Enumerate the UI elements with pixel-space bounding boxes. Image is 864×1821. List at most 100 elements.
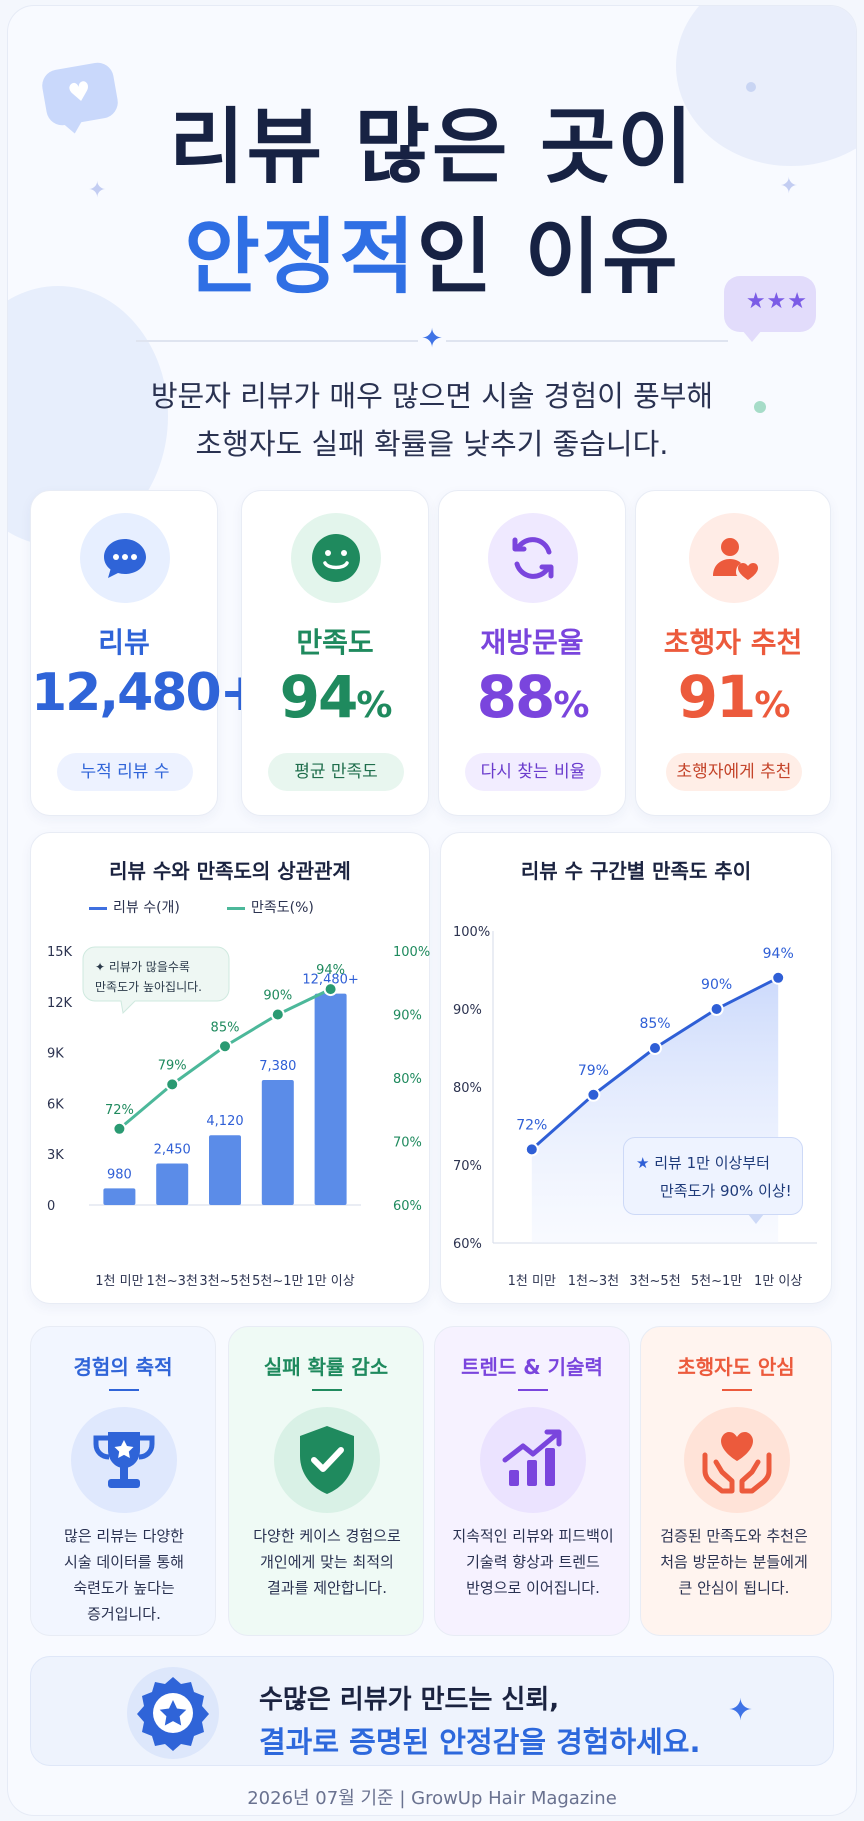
banner-line1: 수많은 리뷰가 만드는 신뢰, xyxy=(259,1685,560,1715)
x-tick-label: 3천~5천 xyxy=(199,1274,250,1289)
x-tick-label: 1천 미만 xyxy=(508,1274,556,1289)
annotation-line2: 만족도가 높아집니다. xyxy=(95,980,202,994)
info-text-line: 검증된 만족도와 추천은 xyxy=(660,1527,808,1545)
stat-number: 94 xyxy=(279,663,359,731)
sparkle-icon: ✦ xyxy=(779,174,798,199)
y-tick-left-label: 12K xyxy=(47,996,73,1011)
rating-stars-icon: ★★★ xyxy=(745,289,808,314)
info-text-line: 증거입니다. xyxy=(87,1605,161,1623)
line-value-label: 85% xyxy=(211,1020,240,1035)
y-tick-left-label: 9K xyxy=(47,1047,64,1062)
stat-card-recommend: 초행자 추천 91% 초행자에게 추천 xyxy=(635,490,831,816)
title-underline xyxy=(722,1389,752,1391)
sparkle-icon: ✦ xyxy=(418,324,446,354)
star-badge-icon xyxy=(127,1667,219,1759)
subtitle-line1: 방문자 리뷰가 매우 많으면 시술 경험이 풍부해 xyxy=(150,379,714,413)
title-underline xyxy=(109,1389,139,1391)
x-tick-label: 1만 이상 xyxy=(754,1274,802,1289)
smile-icon xyxy=(291,513,381,603)
stat-card-revisit: 재방문율 88% 다시 찾는 비율 xyxy=(438,490,626,816)
y-tick-label: 100% xyxy=(453,925,490,940)
banner-line2: 결과로 증명된 안정감을 경험하세요. xyxy=(259,1725,701,1759)
page-title-line1: 리뷰 많은 곳이 xyxy=(169,100,695,195)
title-highlight: 안정적 xyxy=(184,210,417,305)
closing-banner: 수많은 리뷰가 만드는 신뢰, 결과로 증명된 안정감을 경험하세요. ✦ xyxy=(30,1656,834,1766)
trend-point xyxy=(586,1087,601,1102)
info-text-line: 결과를 제안합니다. xyxy=(267,1579,387,1597)
page-title-line2: 안정적인 이유 xyxy=(0,190,864,309)
bar-value-label: 2,450 xyxy=(154,1143,191,1158)
bar-value-label: 7,380 xyxy=(259,1059,296,1074)
info-title: 트렌드 & 기술력 xyxy=(461,1355,603,1379)
y-tick-left-label: 3K xyxy=(47,1148,64,1163)
info-text-line: 처음 방문하는 분들에게 xyxy=(660,1553,808,1571)
line-value-label: 79% xyxy=(158,1058,187,1073)
info-text: 많은 리뷰는 다양한 시술 데이터를 통해 숙련도가 높다는 증거입니다. xyxy=(39,1523,209,1627)
sparkle-icon: ✦ xyxy=(727,1693,753,1728)
x-tick-label: 5천~1만 xyxy=(691,1274,742,1289)
stat-number: 12,480+ xyxy=(31,663,263,723)
decorative-dot xyxy=(754,401,766,413)
stat-number: 91 xyxy=(677,663,757,731)
annotation-line1: ✦ 리뷰가 많을수록 xyxy=(95,960,190,974)
stat-pill: 누적 리뷰 수 xyxy=(57,753,193,791)
subtitle: 방문자 리뷰가 매우 많으면 시술 경험이 풍부해 초행자도 실패 확률을 낮추… xyxy=(0,372,864,468)
trend-value-label: 94% xyxy=(763,946,794,962)
trend-point xyxy=(709,1002,724,1016)
info-title: 초행자도 안심 xyxy=(677,1355,795,1379)
satisfaction-line xyxy=(118,987,332,1130)
line-point xyxy=(270,1007,285,1022)
y-tick-left-label: 6K xyxy=(47,1097,64,1112)
stat-value: 94% xyxy=(242,663,428,731)
info-text-line: 기술력 향상과 트렌드 xyxy=(466,1553,600,1571)
annotation-text: 리뷰 1만 이상부터 xyxy=(654,1154,770,1172)
subtitle-line2: 초행자도 실패 확률을 낮추기 좋습니다. xyxy=(195,427,669,461)
title-rest: 인 이유 xyxy=(416,210,680,305)
trend-chart-card: 리뷰 수 구간별 만족도 추이 60% 70% 80% 90% 100% 72% 79% 85… xyxy=(440,832,832,1304)
trend-point xyxy=(648,1041,662,1055)
stat-pill: 초행자에게 추천 xyxy=(666,753,802,791)
growth-chart-icon xyxy=(480,1407,586,1513)
line-point xyxy=(112,1121,127,1136)
stat-pill: 평균 만족도 xyxy=(268,753,404,791)
y-tick-label: 80% xyxy=(453,1081,482,1096)
footer: 2026년 07월 기준 | GrowUp Hair Magazine xyxy=(247,1788,617,1809)
refresh-icon xyxy=(488,513,578,603)
y-tick-label: 60% xyxy=(453,1237,482,1252)
line-value-label: 94% xyxy=(316,963,345,978)
annotation-line2: 만족도가 90% 이상! xyxy=(660,1182,792,1200)
chart-annotation: ★ 리뷰 1만 이상부터 만족도가 90% 이상! xyxy=(623,1137,803,1224)
y-tick-left-label: 15K xyxy=(47,945,73,960)
bar xyxy=(103,1188,136,1205)
decorative-dot xyxy=(746,82,756,92)
x-tick-label: 1만 이상 xyxy=(306,1274,354,1289)
line-value-label: 90% xyxy=(263,989,292,1004)
stat-unit: % xyxy=(553,685,589,726)
chat-bubble-icon xyxy=(80,513,170,603)
bar-value-label: 4,120 xyxy=(206,1114,243,1129)
stat-unit: % xyxy=(754,685,790,726)
legend-bar-label: 리뷰 수(개) xyxy=(113,900,180,916)
y-tick-left-label: 0 xyxy=(47,1199,55,1214)
y-tick-right-label: 80% xyxy=(393,1072,422,1087)
stat-card-reviews: 리뷰 12,480+ 누적 리뷰 수 xyxy=(30,490,263,816)
y-tick-right-label: 100% xyxy=(393,945,430,960)
stat-label: 리뷰 xyxy=(98,626,150,659)
stat-value: 91% xyxy=(636,663,830,731)
stat-label: 초행자 추천 xyxy=(663,626,803,659)
trend-value-label: 79% xyxy=(578,1063,609,1079)
trend-value-label: 90% xyxy=(701,977,732,993)
annotation-pointer xyxy=(748,1214,764,1224)
stat-card-satisfaction: 만족도 94% 평균 만족도 xyxy=(241,490,429,816)
correlation-chart-card: 리뷰 수와 만족도의 상관관계 리뷰 수(개) 만족도(%) ✦ 리뷰가 많을수… xyxy=(30,832,430,1304)
user-heart-icon xyxy=(689,513,779,603)
stat-value: 12,480+ xyxy=(31,663,263,723)
bar-value-label: 980 xyxy=(107,1167,132,1182)
trend-chart: 60% 70% 80% 90% 100% 72% 79% 85% 90% 94% 1천 미만 1천~3… xyxy=(453,925,817,1289)
stat-pill: 다시 찾는 비율 xyxy=(465,753,601,791)
info-text-line: 시술 데이터를 통해 xyxy=(64,1553,184,1571)
annotation-line1: ★ 리뷰 1만 이상부터 xyxy=(636,1152,770,1173)
info-title: 경험의 축적 xyxy=(73,1355,173,1379)
chart-annotation: ✦ 리뷰가 많을수록 만족도가 높아집니다. xyxy=(82,946,230,1015)
title-underline xyxy=(312,1389,342,1391)
